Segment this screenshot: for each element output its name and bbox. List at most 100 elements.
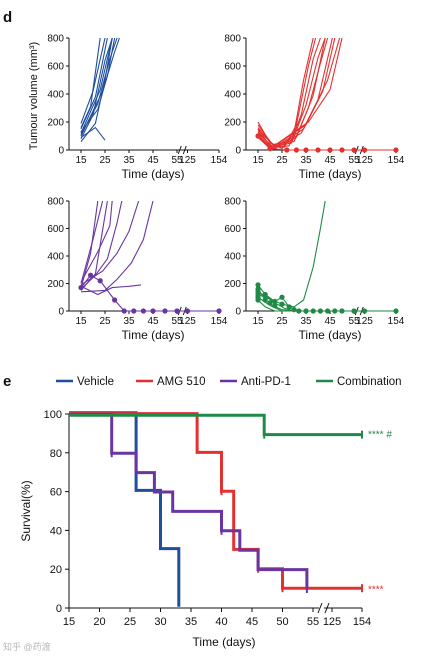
tumour-line: [257, 37, 341, 147]
x-tick-label: 35: [300, 316, 312, 327]
data-point: [97, 278, 103, 284]
panel-d-label: d: [3, 9, 12, 26]
legend-item: Vehicle: [56, 376, 114, 388]
legend-label: Vehicle: [77, 376, 114, 388]
x-tick-label: 20: [93, 616, 105, 628]
data-point: [131, 308, 137, 314]
legend-label: AMG 510: [157, 376, 206, 388]
tumour-line: [80, 200, 113, 283]
data-point: [267, 146, 273, 152]
tumour-line: [257, 284, 396, 312]
y-tick-label: 200: [47, 279, 64, 290]
y-tick-label: 0: [235, 307, 241, 318]
y-tick-label: 0: [235, 146, 241, 157]
significance-annotation: **** #: [368, 429, 392, 440]
x-tick-label: 154: [211, 316, 228, 327]
tumour-line: [257, 37, 343, 150]
x-tick-label: 125: [356, 316, 373, 327]
y-tick-label: 200: [47, 118, 64, 129]
data-point: [291, 307, 297, 313]
legend-item: AMG 510: [136, 376, 206, 388]
axis-break: [182, 145, 187, 155]
data-point: [216, 308, 222, 314]
survival-curve-amg-510: [69, 412, 362, 590]
tumour-line: [80, 37, 113, 140]
data-point: [272, 298, 278, 304]
tumour-line: [80, 126, 106, 141]
data-point: [361, 147, 368, 153]
series-lines: [255, 37, 399, 153]
data-point: [317, 308, 323, 314]
data-point: [393, 308, 399, 314]
y-tick-label: 40: [50, 525, 62, 537]
x-tick-label: 50: [276, 616, 288, 628]
tumour-line: [257, 37, 326, 150]
x-tick-label: 25: [124, 616, 136, 628]
panel-e-plot: 0 20 40 60 80 100 15 20 25 30 35 40 45 50 55 125 154 ****…: [44, 409, 393, 628]
panel-d-xlabels: Time (days) Time (days) Time (days) Time (d…: [122, 167, 362, 342]
y-tick-label: 400: [224, 90, 241, 101]
data-point: [286, 304, 292, 310]
data-point: [162, 308, 168, 314]
x-tick-label: 55: [348, 155, 360, 166]
tumour-line: [80, 200, 123, 290]
y-tick-label: 800: [224, 197, 241, 208]
x-tick-label: 15: [75, 155, 87, 166]
survival-curve-anti-pd-1: [69, 412, 309, 589]
tumour-line: [257, 299, 396, 312]
panel-e-ylabel: Survival(%): [19, 480, 33, 541]
y-tick-label: 400: [224, 252, 241, 263]
axis-break: [324, 602, 330, 614]
data-point: [184, 308, 191, 314]
data-point: [88, 272, 94, 278]
y-tick-label: 20: [50, 564, 62, 576]
data-point: [78, 285, 84, 291]
axis-break: [177, 145, 182, 155]
survival-curve-vehicle: [69, 411, 181, 607]
y-tick-label: 0: [56, 603, 62, 615]
y-tick-label: 600: [224, 224, 241, 235]
x-tick-label: 55: [307, 616, 319, 628]
watermark: 知乎 @药渡: [3, 641, 51, 652]
y-tick-label: 200: [224, 118, 241, 129]
x-tick-label: 45: [147, 316, 159, 327]
survival-curve-combination: [69, 413, 362, 437]
x-tick-label: 15: [252, 316, 264, 327]
data-point: [279, 294, 285, 300]
x-tick-label: 55: [171, 316, 183, 327]
tumour-line: [80, 37, 113, 134]
tumour-line: [80, 284, 142, 296]
x-tick-label: 55: [171, 155, 183, 166]
data-point: [267, 300, 273, 306]
data-point: [296, 308, 302, 314]
data-point: [112, 297, 118, 303]
tumour-line: [80, 200, 154, 293]
x-tick-label: 25: [276, 316, 288, 327]
x-tick-label: 45: [324, 155, 336, 166]
data-point: [174, 308, 180, 314]
data-point: [262, 297, 268, 303]
tumour-line: [80, 200, 104, 284]
legend-item: Combination: [316, 376, 402, 388]
data-point: [325, 308, 331, 314]
x-tick-label: 35: [123, 316, 135, 327]
x-tick-label: 25: [99, 316, 111, 327]
panel-e-xlabel: Time (days): [193, 635, 256, 649]
x-tick-label: 15: [252, 155, 264, 166]
x-tick-label: 35: [185, 616, 197, 628]
data-point: [262, 291, 268, 298]
legend-item: Anti-PD-1: [220, 376, 291, 388]
x-tick-label: 30: [154, 616, 166, 628]
data-point: [332, 308, 338, 314]
y-tick-label: 400: [47, 90, 64, 101]
data-point: [339, 308, 345, 314]
legend-label: Combination: [337, 376, 402, 388]
tumour-line: [80, 37, 113, 142]
data-point: [255, 282, 261, 288]
y-tick-label: 60: [50, 487, 62, 499]
data-point: [361, 308, 368, 314]
